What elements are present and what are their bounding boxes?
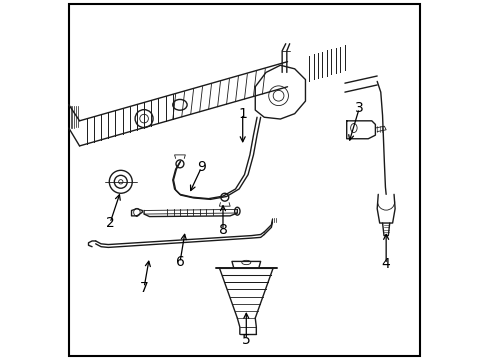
Text: 3: 3 — [354, 101, 363, 115]
Text: 6: 6 — [175, 256, 184, 270]
Text: 2: 2 — [105, 216, 114, 230]
Text: 5: 5 — [242, 333, 250, 347]
Text: 7: 7 — [140, 280, 148, 294]
Text: 9: 9 — [197, 161, 205, 175]
Text: 8: 8 — [218, 223, 227, 237]
Text: 1: 1 — [238, 107, 246, 121]
Text: 4: 4 — [381, 257, 390, 271]
